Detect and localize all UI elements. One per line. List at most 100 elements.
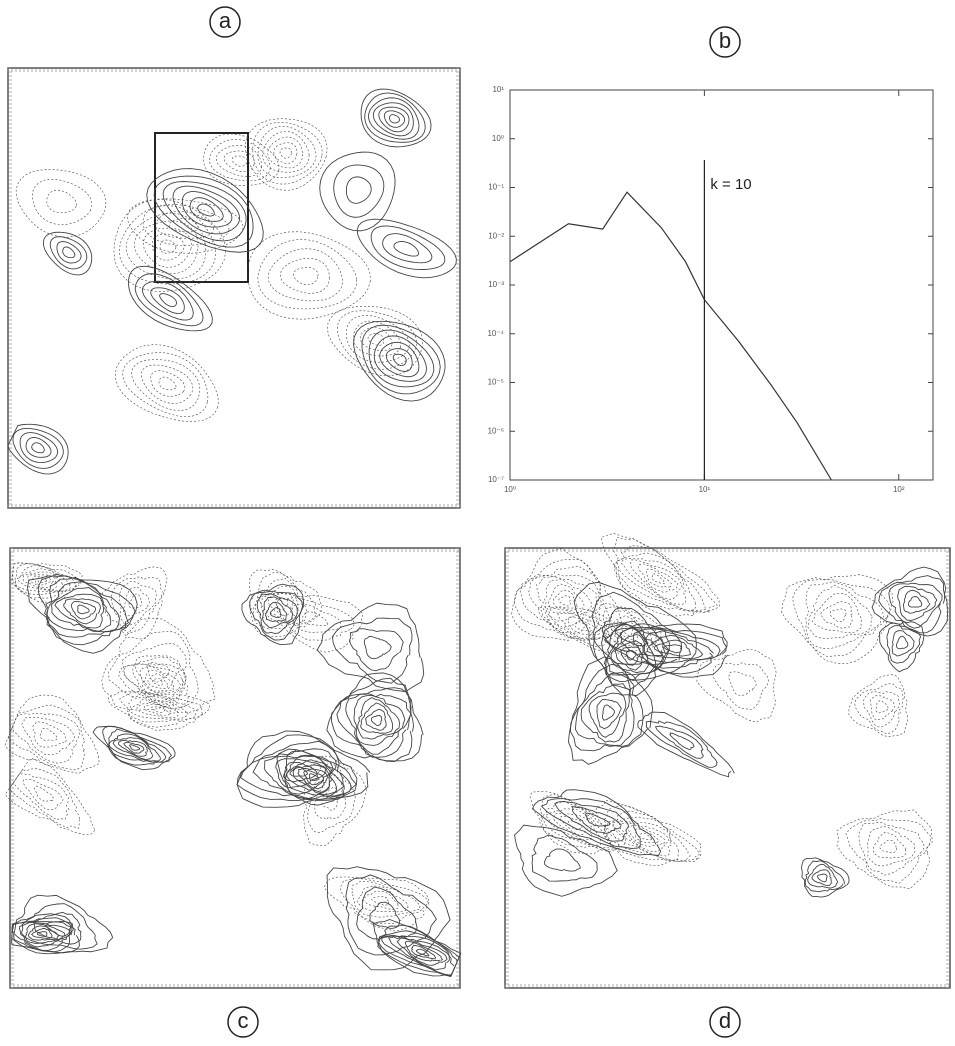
contour [284, 754, 345, 797]
contour [557, 611, 610, 641]
contour [601, 704, 615, 721]
contour [415, 948, 430, 957]
contour [273, 142, 298, 164]
contour [252, 748, 337, 800]
contour [123, 741, 145, 754]
contour [26, 575, 138, 654]
label-circle [209, 6, 241, 38]
contour [70, 600, 97, 620]
contour [14, 565, 72, 592]
contour [136, 700, 179, 719]
contour [130, 696, 189, 720]
contour [54, 593, 105, 629]
contour [159, 239, 177, 254]
contour [382, 233, 433, 264]
contour [146, 168, 264, 253]
contour [596, 698, 622, 730]
contour [13, 894, 114, 955]
contour [615, 621, 638, 641]
contour [153, 175, 254, 248]
axes-frame [509, 89, 934, 481]
x-tick-label: 10¹ [699, 485, 711, 494]
contour [127, 265, 213, 332]
panel-label: b [719, 28, 731, 53]
contour [101, 617, 216, 714]
contour [123, 586, 150, 617]
contour [292, 764, 331, 793]
contour [267, 248, 343, 302]
contour [389, 114, 401, 124]
panel-d [504, 532, 951, 989]
contour [619, 626, 727, 675]
contour [630, 559, 683, 600]
contour [4, 694, 100, 774]
contour [858, 822, 925, 876]
contour [895, 635, 909, 650]
contour [383, 110, 406, 128]
contour [253, 571, 317, 630]
contour [119, 691, 203, 728]
contour [18, 568, 64, 592]
contour [570, 663, 644, 752]
panel-label: a [219, 8, 232, 33]
contour [100, 566, 168, 640]
contour [514, 824, 618, 897]
contour [529, 791, 627, 855]
contour [102, 725, 173, 766]
contour [603, 805, 700, 862]
contour [141, 280, 194, 321]
contour [616, 552, 697, 611]
contour [392, 353, 407, 367]
y-tick-label: 10⁻⁷ [488, 475, 504, 484]
contour [613, 536, 718, 613]
contour [607, 610, 653, 647]
contour [620, 558, 687, 605]
contour [372, 918, 462, 978]
contour [150, 370, 186, 397]
contour [314, 773, 347, 820]
contour [543, 848, 581, 872]
contour [603, 623, 729, 678]
contour [21, 716, 76, 755]
contour [268, 592, 294, 617]
contour [31, 442, 45, 454]
contour [548, 583, 585, 615]
contour [573, 581, 697, 681]
contour [387, 935, 450, 971]
contour [356, 218, 457, 279]
contour [593, 622, 670, 697]
contour [817, 873, 828, 883]
contour [147, 661, 171, 683]
contour [223, 150, 255, 172]
contour [607, 627, 657, 676]
contour [553, 813, 592, 841]
contour [155, 210, 214, 239]
contour [264, 601, 288, 622]
contour [209, 139, 271, 182]
contour [333, 164, 385, 218]
contour [514, 559, 610, 642]
contour [345, 176, 372, 204]
panel-a [7, 67, 461, 509]
contour [863, 691, 900, 728]
contour [568, 820, 583, 831]
contour [297, 768, 328, 790]
contour [369, 901, 401, 929]
contour [360, 88, 432, 148]
contour [845, 818, 931, 884]
contour [291, 603, 342, 633]
contour [536, 576, 597, 629]
contour [56, 241, 82, 264]
contour [871, 566, 949, 637]
contour [236, 730, 371, 808]
contour [891, 630, 915, 657]
contour [37, 931, 48, 937]
contour [364, 92, 426, 143]
contour [113, 199, 227, 292]
contour [340, 877, 429, 925]
contour [829, 608, 847, 623]
y-tick-label: 10⁻⁵ [488, 378, 504, 387]
contour [128, 593, 143, 609]
contour [150, 287, 185, 315]
